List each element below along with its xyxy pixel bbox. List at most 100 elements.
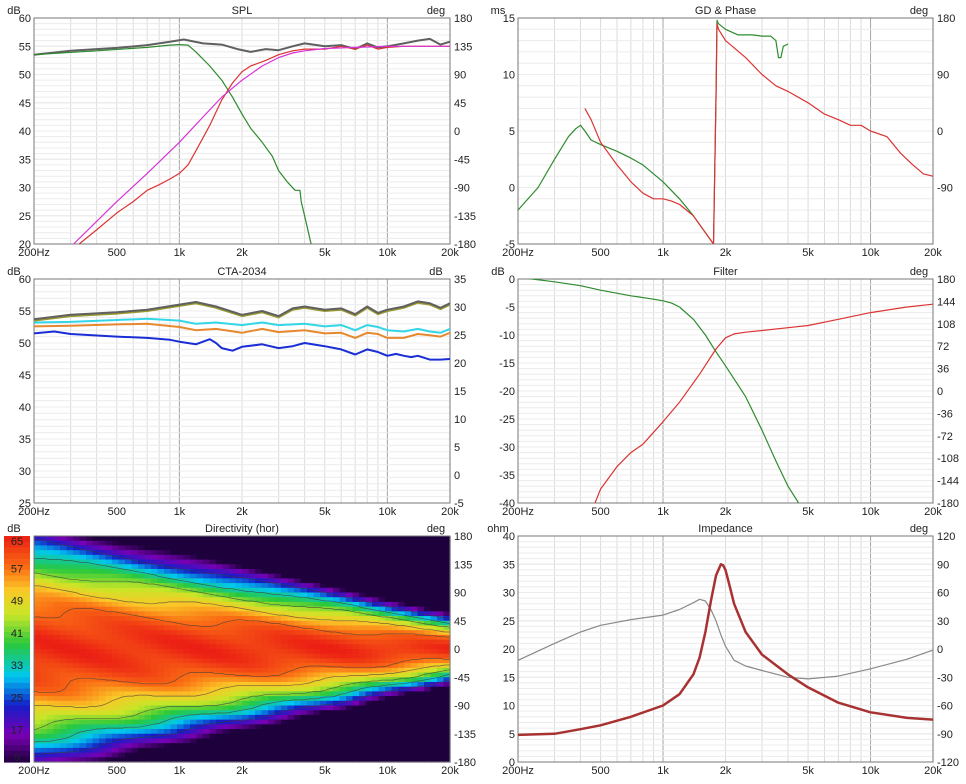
heatmap-cell [417, 752, 425, 758]
heatmap-cell [300, 700, 308, 707]
heatmap-cell [404, 724, 412, 730]
heatmap-cell [105, 630, 113, 636]
heatmap-cell [34, 616, 42, 622]
heatmap-cell [177, 733, 185, 740]
heatmap-cell [391, 710, 399, 716]
heatmap-cell [398, 616, 406, 622]
heatmap-cell [294, 625, 302, 631]
heatmap-cell [222, 634, 230, 641]
heatmap-cell [235, 634, 243, 641]
heatmap-cell [125, 639, 133, 645]
heatmap-cell [203, 724, 211, 730]
heatmap-cell [47, 757, 55, 763]
heatmap-cell [404, 714, 412, 721]
heatmap-cell [216, 564, 224, 570]
heatmap-cell [34, 606, 42, 612]
heatmap-cell [190, 639, 198, 645]
heatmap-cell [79, 644, 87, 650]
heatmap-cell [112, 616, 120, 622]
heatmap-cell [385, 587, 393, 594]
colorbar-segment [4, 637, 30, 644]
heatmap-cell [430, 747, 438, 754]
heatmap-cell [222, 653, 230, 660]
heatmap-cell [391, 620, 399, 627]
heatmap-cell [411, 752, 419, 758]
heatmap-cell [164, 616, 172, 622]
heatmap-cell [326, 724, 334, 730]
heatmap-cell [385, 583, 393, 589]
heatmap-cell [40, 747, 48, 754]
heatmap-cell [281, 700, 289, 707]
heatmap-cell [34, 733, 42, 740]
heatmap-cell [443, 559, 451, 565]
heatmap-cell [261, 719, 269, 725]
heatmap-cell [40, 578, 48, 584]
heatmap-cell [417, 743, 425, 749]
heatmap-cell [424, 616, 432, 622]
heatmap-cell [326, 578, 334, 584]
heatmap-cell [300, 747, 308, 754]
heatmap-cell [196, 559, 204, 565]
heatmap-cell [417, 667, 425, 674]
heatmap-cell [430, 536, 438, 542]
heatmap-cell [417, 719, 425, 725]
heatmap-cell [53, 568, 61, 575]
heatmap-cell [261, 714, 269, 721]
heatmap-cell [333, 686, 341, 692]
heatmap-cell [430, 752, 438, 758]
heatmap-cell [268, 663, 276, 669]
heatmap-cell [398, 573, 406, 579]
heatmap-cell [151, 639, 159, 645]
heatmap-cell [365, 573, 373, 579]
heatmap-cell [73, 592, 81, 598]
heatmap-cell [248, 540, 256, 547]
heatmap-cell [53, 559, 61, 565]
heatmap-cell [294, 568, 302, 575]
heatmap-cell [125, 743, 133, 749]
heatmap-cell [73, 747, 81, 754]
heatmap-cell [281, 616, 289, 622]
colorbar-tick-label: 9 [14, 752, 20, 764]
heatmap-cell [404, 639, 412, 645]
heatmap-cell [320, 738, 328, 744]
heatmap-cell [222, 564, 230, 570]
heatmap-cell [300, 681, 308, 688]
heatmap-cell [320, 700, 328, 707]
heatmap-cell [326, 597, 334, 603]
heatmap-cell [261, 667, 269, 674]
heatmap-cell [112, 559, 120, 565]
heatmap-cell [346, 714, 354, 721]
heatmap-cell [151, 686, 159, 692]
heatmap-cell [404, 733, 412, 740]
heatmap-cell [92, 630, 100, 636]
heatmap-cell [66, 696, 74, 702]
heatmap-cell [365, 592, 373, 598]
heatmap-cell [333, 663, 341, 669]
heatmap-cell [177, 691, 185, 697]
heatmap-cell [443, 620, 451, 627]
heatmap-cell [203, 677, 211, 683]
heatmap-cell [177, 719, 185, 725]
heatmap-cell [131, 620, 139, 627]
heatmap-cell [40, 550, 48, 556]
heatmap-cell [144, 573, 152, 579]
heatmap-cell [352, 592, 360, 598]
heatmap-cell [359, 724, 367, 730]
heatmap-cell [313, 667, 321, 674]
heatmap-cell [359, 564, 367, 570]
heatmap-cell [164, 724, 172, 730]
heatmap-cell [183, 592, 191, 598]
heatmap-cell [105, 601, 113, 608]
heatmap-cell [268, 696, 276, 702]
heatmap-cell [47, 568, 55, 575]
heatmap-cell [346, 649, 354, 655]
heatmap-cell [307, 733, 315, 740]
heatmap-cell [34, 700, 42, 707]
heatmap-cell [40, 714, 48, 721]
heatmap-cell [216, 700, 224, 707]
heatmap-cell [300, 686, 308, 692]
heatmap-cell [151, 757, 159, 763]
heatmap-cell [333, 620, 341, 627]
heatmap-cell [294, 677, 302, 683]
heatmap-cell [164, 601, 172, 608]
